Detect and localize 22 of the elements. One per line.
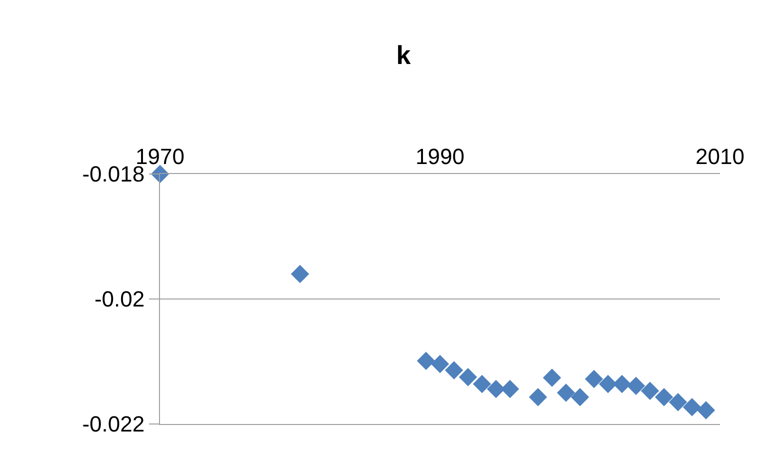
point	[696, 401, 716, 420]
point	[556, 384, 576, 402]
point	[458, 368, 478, 386]
point	[416, 352, 436, 370]
point	[584, 370, 604, 388]
point	[430, 354, 450, 374]
point	[640, 382, 660, 400]
point	[528, 388, 548, 406]
point	[444, 361, 464, 380]
x-tick-label: 1990	[416, 144, 464, 170]
x-tick-label: 2010	[696, 144, 744, 170]
point	[570, 388, 590, 406]
point	[472, 374, 492, 394]
y-tick-label: -0.02	[94, 286, 145, 312]
point	[654, 388, 674, 406]
point	[626, 376, 646, 395]
point	[542, 368, 562, 387]
y-tick-label: -0.022	[82, 412, 145, 437]
point	[682, 398, 702, 416]
point	[668, 393, 688, 412]
point	[290, 264, 310, 284]
chart-title: k	[396, 40, 412, 70]
